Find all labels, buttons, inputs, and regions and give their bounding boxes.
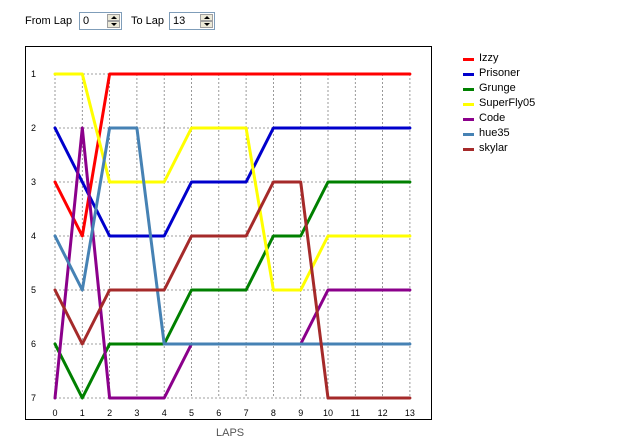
y-tick-label: 3 (31, 177, 36, 187)
from-lap-spinner[interactable]: 0 (79, 12, 122, 30)
x-tick-label: 11 (351, 408, 360, 418)
legend-swatch (463, 58, 474, 61)
series-line-6 (53, 180, 412, 400)
x-tick-label: 4 (162, 408, 167, 418)
to-lap-up-button[interactable] (200, 14, 213, 21)
arrow-down-icon (204, 23, 210, 26)
x-tick-label: 9 (298, 408, 303, 418)
to-lap-spinner[interactable]: 13 (169, 12, 215, 30)
legend-swatch (463, 103, 474, 106)
from-lap-down-button[interactable] (107, 21, 120, 28)
legend-label: hue35 (479, 127, 510, 139)
legend-swatch (463, 133, 474, 136)
x-tick-label: 0 (52, 408, 57, 418)
x-tick-label: 7 (244, 408, 249, 418)
from-lap-label: From Lap (25, 15, 73, 27)
to-lap-down-button[interactable] (200, 21, 213, 28)
x-tick-label: 3 (134, 408, 139, 418)
y-tick-label: 1 (31, 69, 36, 79)
to-lap-label: To Lap (131, 15, 165, 27)
from-lap-up-button[interactable] (107, 14, 120, 21)
series-line-3 (53, 72, 412, 292)
arrow-down-icon (111, 23, 117, 26)
legend-swatch (463, 88, 474, 91)
x-tick-label: 1 (80, 408, 85, 418)
y-tick-label: 7 (31, 393, 36, 403)
x-tick-label: 10 (323, 408, 333, 418)
legend-label: Izzy (479, 52, 499, 64)
legend-label: SuperFly05 (479, 97, 536, 109)
series-line-0 (53, 72, 412, 238)
series-line-4 (53, 126, 412, 400)
y-tick-label: 2 (31, 123, 36, 133)
series-line-1 (53, 126, 412, 238)
legend-swatch (463, 148, 474, 151)
lap-position-chart: 1 2 3 4 5 6 7 0 1 2 3 4 5 6 7 8 9 10 11 12 13 (25, 46, 432, 420)
arrow-up-icon (111, 16, 117, 19)
x-tick-label: 2 (107, 408, 112, 418)
x-tick-label: 13 (405, 408, 415, 418)
x-tick-label: 5 (189, 408, 194, 418)
series-line-5 (53, 126, 412, 346)
legend-label: skylar (479, 142, 508, 154)
x-axis-title: LAPS (216, 427, 245, 439)
arrow-up-icon (204, 16, 210, 19)
legend-label: Prisoner (479, 67, 520, 79)
legend-swatch (463, 118, 474, 121)
legend-label: Code (479, 112, 506, 124)
from-lap-value[interactable]: 0 (83, 15, 90, 27)
y-tick-label: 6 (31, 339, 36, 349)
legend-label: Grunge (479, 82, 516, 94)
series-line-2 (53, 180, 412, 400)
y-tick-label: 4 (31, 231, 36, 241)
x-tick-label: 12 (378, 408, 388, 418)
x-tick-label: 6 (216, 408, 221, 418)
y-tick-label: 5 (31, 285, 36, 295)
legend-swatch (463, 73, 474, 76)
to-lap-value[interactable]: 13 (173, 15, 186, 27)
x-tick-label: 8 (271, 408, 276, 418)
